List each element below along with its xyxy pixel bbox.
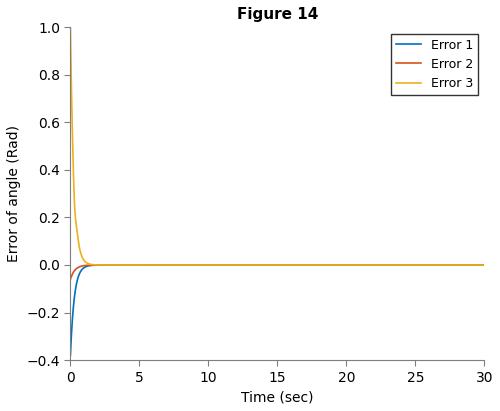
Error 2 <box>336 263 342 268</box>
Line: Error 1: Error 1 <box>70 265 484 356</box>
Error 3 <box>336 263 342 268</box>
Error 3 <box>408 263 414 268</box>
Error 2 <box>376 263 382 268</box>
Error 2 <box>482 263 488 268</box>
Error 1 <box>142 263 148 268</box>
Error 3 <box>226 263 232 268</box>
Error 1 <box>336 263 342 268</box>
X-axis label: Time (sec): Time (sec) <box>241 390 314 404</box>
Error 3 <box>482 263 488 268</box>
Error 1 <box>408 263 414 268</box>
Error 1 <box>226 263 232 268</box>
Error 3 <box>68 25 73 30</box>
Error 1 <box>482 263 488 268</box>
Error 2 <box>68 277 73 282</box>
Line: Error 2: Error 2 <box>70 265 484 279</box>
Error 2 <box>226 263 232 268</box>
Error 3 <box>142 263 148 268</box>
Error 1 <box>68 353 73 358</box>
Error 1 <box>316 263 322 268</box>
Error 3 <box>376 263 382 268</box>
Error 1 <box>376 263 382 268</box>
Legend: Error 1, Error 2, Error 3: Error 1, Error 2, Error 3 <box>391 34 478 95</box>
Error 2 <box>408 263 414 268</box>
Error 2 <box>142 263 148 268</box>
Error 2 <box>316 263 322 268</box>
Y-axis label: Error of angle (Rad): Error of angle (Rad) <box>7 125 21 262</box>
Error 3 <box>316 263 322 268</box>
Line: Error 3: Error 3 <box>70 27 484 265</box>
Title: Figure 14: Figure 14 <box>236 7 318 22</box>
